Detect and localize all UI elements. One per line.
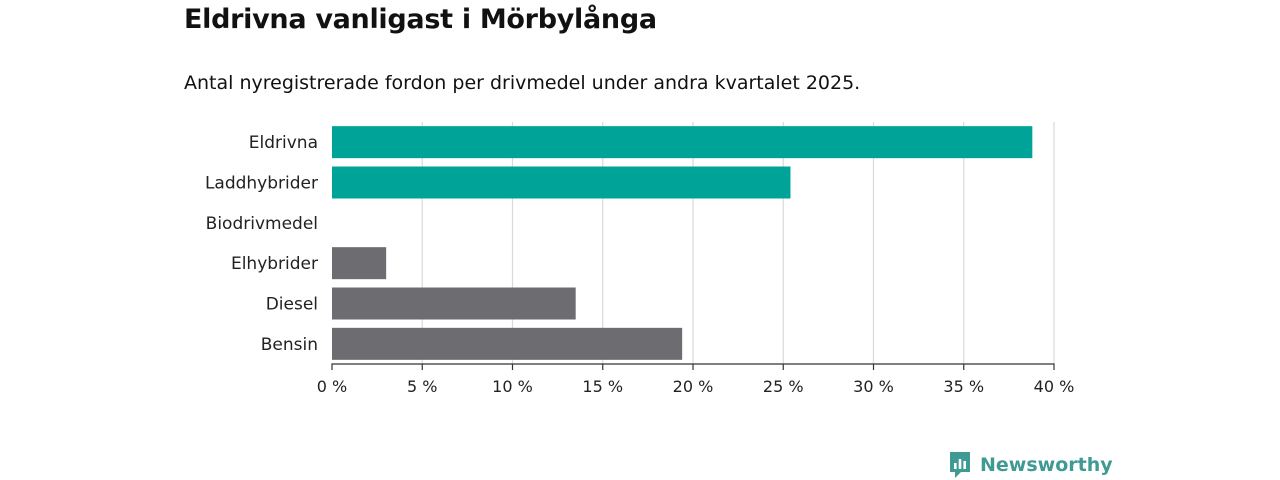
category-label: Diesel (266, 295, 318, 315)
newsworthy-logo-icon (950, 452, 970, 478)
gridlines (421, 122, 1055, 364)
bar-eldrivna (332, 126, 1033, 159)
category-label: Biodrivmedel (206, 214, 318, 234)
category-label: Eldrivna (249, 133, 318, 153)
bar-chart: Eldrivna Laddhybrider Biodrivmedel Elhybrid… (205, 122, 1075, 396)
x-tick-label: 25 % (763, 377, 804, 396)
brand-logo: Newsworthy (948, 450, 1113, 480)
category-label: Bensin (261, 335, 318, 355)
x-tick-label: 20 % (673, 377, 714, 396)
x-tick-label: 35 % (943, 377, 984, 396)
category-label: Elhybrider (231, 254, 318, 274)
bars (332, 126, 1033, 360)
x-tick-label: 15 % (582, 377, 623, 396)
x-tick-label: 40 % (1034, 377, 1075, 396)
category-labels: Eldrivna Laddhybrider Biodrivmedel Elhybrid… (205, 133, 318, 355)
x-axis: 0 % 5 % 10 % 15 % 20 % 25 % 30 % 35 % 40 % (317, 363, 1075, 396)
bar-diesel (332, 287, 576, 320)
bar-laddhybrider (332, 166, 791, 199)
x-tick-label: 5 % (407, 377, 437, 396)
category-label: Laddhybrider (205, 174, 318, 194)
x-tick-label: 10 % (492, 377, 533, 396)
chart-title: Eldrivna vanligast i Mörbylånga (184, 4, 657, 35)
x-tick-label: 0 % (317, 377, 347, 396)
chart-subtitle: Antal nyregistrerade fordon per drivmede… (184, 72, 861, 94)
x-tick-label: 30 % (853, 377, 894, 396)
bar-bensin (332, 327, 683, 360)
bar-elhybrider (332, 247, 387, 280)
brand-name: Newsworthy (980, 454, 1113, 476)
